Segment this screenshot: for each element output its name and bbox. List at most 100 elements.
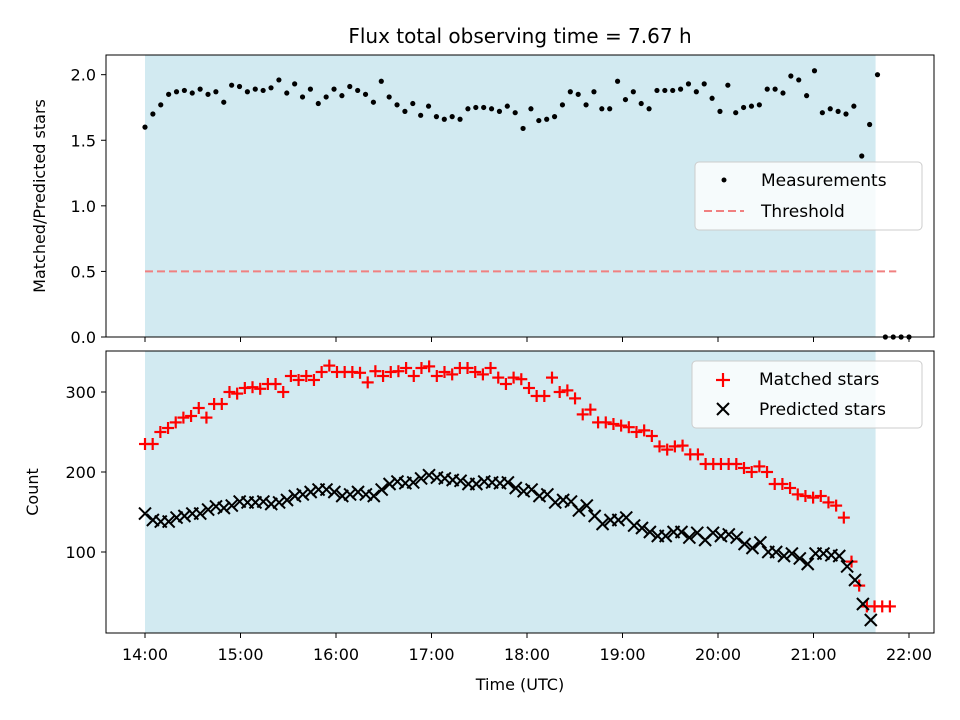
matched-star-point bbox=[676, 439, 689, 452]
ratio-y-axis-label: Matched/Predicted stars bbox=[30, 99, 49, 293]
measurement-point bbox=[520, 125, 526, 132]
ratio-legend: Measurements Threshold bbox=[694, 161, 923, 231]
measurement-point bbox=[284, 90, 290, 96]
predicted-star-point bbox=[469, 477, 484, 491]
predicted-star-point bbox=[138, 506, 152, 521]
measurement-point bbox=[386, 94, 392, 100]
predicted-star-point bbox=[374, 482, 389, 497]
predicted-star-point bbox=[848, 573, 862, 587]
matched-star-point bbox=[407, 370, 420, 382]
measurement-point bbox=[268, 85, 274, 91]
measurement-point bbox=[355, 87, 361, 94]
matched-star-point bbox=[761, 466, 774, 478]
predicted-star-point bbox=[343, 487, 357, 502]
predicted-star-point bbox=[303, 485, 318, 499]
ratio-panel: 0.00.51.01.52.0 Matched/Predicted stars … bbox=[30, 54, 935, 347]
matched-star-point bbox=[246, 381, 259, 394]
measurement-point bbox=[473, 104, 479, 111]
measurement-point bbox=[331, 86, 337, 92]
predicted-star-point bbox=[201, 502, 215, 517]
measurement-point bbox=[512, 110, 518, 116]
matched-star-point bbox=[415, 362, 428, 374]
x-tick-label: 17:00 bbox=[408, 645, 454, 664]
matched-star-point bbox=[185, 410, 198, 422]
matched-star-point bbox=[438, 366, 451, 378]
predicted-star-point bbox=[280, 493, 294, 507]
matched-star-point bbox=[215, 398, 228, 410]
measurement-point bbox=[819, 110, 825, 116]
measurement-point bbox=[575, 91, 581, 97]
x-tick-label: 20:00 bbox=[695, 645, 741, 664]
measurement-point bbox=[591, 89, 597, 95]
matched-star-point bbox=[553, 386, 566, 398]
matched-star-point bbox=[837, 511, 850, 524]
measurement-point bbox=[764, 86, 770, 92]
measurement-point bbox=[166, 91, 172, 97]
matched-star-point bbox=[745, 466, 758, 478]
measurement-point bbox=[197, 86, 203, 92]
ratio-y-tick-label: 1.5 bbox=[71, 131, 96, 150]
predicted-star-point bbox=[793, 551, 807, 566]
predicted-star-point bbox=[800, 557, 815, 571]
measurement-point bbox=[614, 78, 621, 84]
measurement-point bbox=[394, 102, 400, 108]
predicted-star-point bbox=[643, 525, 657, 539]
predicted-star-point bbox=[406, 475, 420, 490]
matched-star-point bbox=[484, 362, 497, 374]
count-panel: 100 200 300 14:00 15:00 16:00 17:00 18:00 19:00… bbox=[23, 350, 935, 694]
measurement-point bbox=[709, 95, 715, 101]
matched-star-point bbox=[469, 366, 482, 378]
predicted-star-point bbox=[209, 499, 223, 514]
matched-star-point bbox=[361, 376, 374, 389]
matched-star-point bbox=[154, 426, 167, 438]
predicted-star-point bbox=[177, 509, 192, 523]
measurement-point bbox=[843, 111, 849, 117]
matched-star-point bbox=[883, 600, 896, 613]
measurement-point bbox=[740, 104, 747, 111]
matched-star-point bbox=[753, 460, 766, 473]
measurement-point bbox=[370, 99, 377, 105]
measurement-point bbox=[457, 116, 463, 122]
predicted-star-point bbox=[556, 493, 570, 507]
matched-star-point bbox=[522, 382, 535, 394]
measurement-point bbox=[449, 114, 455, 120]
measurement-point bbox=[544, 116, 550, 122]
measurements-legend-label: Measurements bbox=[761, 171, 887, 191]
predicted-star-point bbox=[161, 514, 176, 529]
measurement-point bbox=[874, 72, 881, 78]
measurement-point bbox=[725, 82, 731, 88]
measurement-point bbox=[811, 68, 818, 74]
predicted-star-point bbox=[737, 537, 752, 551]
measurement-point bbox=[559, 102, 566, 108]
predicted-star-point bbox=[635, 521, 649, 535]
measurement-point bbox=[189, 90, 195, 96]
matched-star-point bbox=[853, 579, 866, 592]
ratio-legend-box bbox=[694, 161, 923, 231]
predicted-star-point bbox=[359, 487, 373, 502]
matched-star-point bbox=[284, 370, 297, 382]
measurement-point bbox=[859, 153, 865, 159]
predicted-star-point bbox=[351, 485, 365, 499]
chart-title: Flux total observing time = 7.67 h bbox=[348, 24, 691, 48]
matched-star-point bbox=[430, 370, 443, 382]
predicted-star-point bbox=[753, 535, 768, 550]
measurement-point bbox=[662, 87, 668, 94]
matched-star-point bbox=[737, 462, 750, 474]
measurement-point bbox=[685, 81, 692, 87]
matched-star-point bbox=[599, 416, 612, 429]
measurement-point bbox=[488, 106, 495, 112]
matched-star-point bbox=[492, 371, 505, 384]
predicted-star-point bbox=[832, 549, 846, 563]
predicted-star-point bbox=[674, 525, 689, 539]
measurement-point bbox=[677, 86, 684, 92]
ratio-y-tick-label: 0.0 bbox=[71, 328, 96, 347]
matched-star-point bbox=[307, 374, 320, 386]
matched-star-point bbox=[162, 422, 175, 434]
measurement-point bbox=[260, 87, 266, 94]
measurement-point bbox=[772, 86, 778, 92]
measurement-point bbox=[693, 89, 699, 95]
measurement-point bbox=[425, 103, 432, 109]
matched-legend-label: Matched stars bbox=[759, 370, 879, 390]
measurement-point bbox=[796, 77, 802, 83]
